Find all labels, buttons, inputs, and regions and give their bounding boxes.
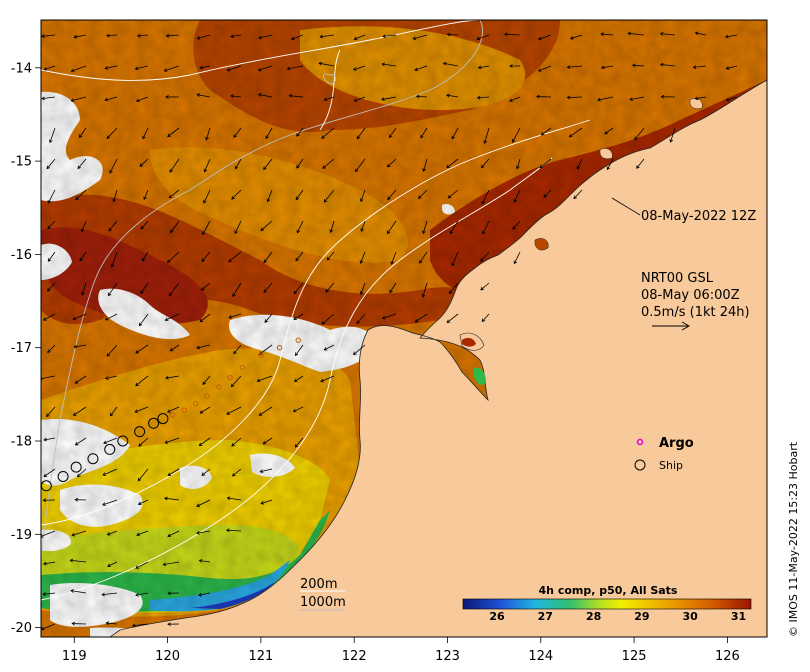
current-model-label: NRT00 GSL — [641, 271, 714, 286]
ship-position-marker — [134, 426, 146, 438]
coastal-island — [599, 148, 613, 159]
colorbar-ramp — [462, 598, 752, 610]
colorbar-tick-label: 27 — [538, 610, 553, 623]
credit-label: © IMOS 11-May-2022 15:23 Hobart — [787, 441, 800, 637]
ship-position-marker — [57, 470, 69, 482]
current-vectors — [41, 31, 738, 631]
contour-label-1000m: 1000m — [300, 595, 346, 610]
argo-position-marker — [204, 393, 210, 399]
longitude-tick-label: 123 — [435, 649, 460, 664]
latitude-tick-label: -14 — [11, 61, 32, 76]
longitude-tick-label: 120 — [155, 649, 180, 664]
ship-position-marker — [87, 453, 99, 465]
scale-arrow — [652, 321, 690, 331]
argo-legend-marker — [636, 438, 644, 446]
depth-contours — [41, 20, 591, 601]
ship-position-marker — [70, 461, 82, 473]
colorbar: 4h comp, p50, All Sats 26 27 28 29 30 31 — [458, 583, 756, 623]
longitude-tick-label: 122 — [342, 649, 367, 664]
colorbar-tick-label: 26 — [489, 610, 505, 623]
longitude-axis: 119 120 121 122 123 124 125 126 — [62, 637, 740, 664]
contour-label-200m: 200m — [300, 577, 337, 592]
argo-legend-label: Argo — [659, 436, 694, 451]
ship-position-marker — [157, 413, 169, 425]
argo-position-marker — [192, 400, 199, 407]
timestamp-label: 08-May-2022 12Z — [641, 209, 756, 224]
argo-position-marker — [216, 384, 222, 390]
argo-track — [169, 337, 301, 418]
longitude-tick-label: 124 — [528, 649, 553, 664]
ship-position-marker — [117, 435, 129, 447]
argo-position-marker — [169, 412, 175, 418]
colorbar-tick-label: 30 — [683, 610, 699, 623]
longitude-tick-label: 119 — [62, 649, 87, 664]
argo-position-marker — [181, 407, 188, 413]
latitude-tick-label: -16 — [11, 248, 32, 263]
coastal-island — [534, 238, 549, 251]
latitude-tick-label: -17 — [11, 341, 32, 356]
plot-frame — [40, 19, 768, 638]
ship-position-marker — [104, 443, 116, 455]
ship-legend-label: Ship — [659, 459, 683, 472]
timestamp-pointer — [611, 197, 641, 216]
argo-position-marker — [258, 352, 264, 358]
coastal-island — [462, 337, 476, 347]
colorbar-title: 4h comp, p50, All Sats — [539, 584, 678, 597]
colorbar-tick-label: 28 — [586, 610, 601, 623]
map-field — [41, 20, 767, 637]
longitude-tick-label: 126 — [715, 649, 740, 664]
current-time-label: 08-May 06:00Z — [641, 288, 740, 303]
land-mass — [109, 20, 767, 637]
latitude-tick-label: -15 — [11, 155, 32, 170]
latitude-tick-label: -18 — [11, 435, 32, 450]
colorbar-tick-label: 31 — [731, 610, 746, 623]
longitude-tick-label: 121 — [248, 649, 273, 664]
colorbar-tick-label: 29 — [634, 610, 649, 623]
argo-position-marker — [295, 337, 301, 343]
latitude-axis: -14 -15 -16 -17 -18 -19 -20 — [11, 61, 41, 636]
latitude-tick-label: -19 — [11, 528, 32, 543]
coastal-island — [474, 367, 486, 385]
argo-position-marker — [239, 364, 245, 370]
argo-position-marker — [276, 345, 283, 351]
ship-legend-marker — [634, 459, 646, 471]
current-scale-label: 0.5m/s (1kt 24h) — [641, 305, 750, 320]
latitude-tick-label: -20 — [11, 621, 32, 636]
longitude-tick-label: 125 — [622, 649, 647, 664]
ship-position-marker — [148, 417, 160, 429]
argo-position-marker — [227, 374, 233, 381]
